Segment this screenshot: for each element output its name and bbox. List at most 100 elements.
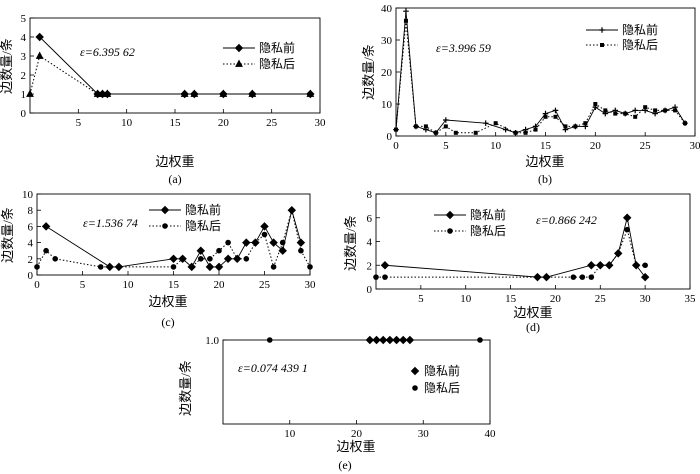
panel-c: ε=1.536 74 边权重 边数量/条 (c) 隐私前 隐私后 0 5 10 15 2… bbox=[0, 189, 316, 329]
panel-c-series-0-point bbox=[169, 254, 178, 264]
panel-d-xtick-label: 20 bbox=[550, 293, 562, 305]
panel-a-ytick-label: 2 bbox=[21, 70, 27, 82]
panel-a-series-1-point bbox=[248, 89, 257, 97]
panel-e-ytick-label: 1.0 bbox=[205, 335, 219, 347]
panel-a-ytick-label: 0 bbox=[21, 108, 27, 120]
panel-b-ytick-label: 10 bbox=[381, 99, 393, 111]
panel-b-legend-label-0: 隐私前 bbox=[622, 22, 658, 37]
panel-d-series-1-point bbox=[579, 274, 586, 280]
panel-e-xtick-label: 30 bbox=[418, 428, 430, 440]
panel-b-legend-marker-1 bbox=[600, 43, 604, 47]
panel-c-series-1-point bbox=[270, 264, 277, 270]
panel-c-series-1-point bbox=[43, 247, 49, 254]
panel-a-ytick-label: 3 bbox=[21, 51, 27, 63]
panel-c-xlabel: 边权重 bbox=[148, 294, 187, 309]
panel-d-series-0-point bbox=[380, 261, 390, 270]
panel-d-series-1-point bbox=[534, 274, 541, 280]
panel-d-series-1-point bbox=[570, 274, 577, 280]
panel-e-series-0-point bbox=[378, 335, 388, 345]
panel-d-series-1-point bbox=[642, 262, 648, 269]
panel-c-xtick-label: 30 bbox=[305, 279, 317, 291]
panel-a-xtick-label: 15 bbox=[170, 117, 182, 129]
panel-a-series-1-point bbox=[180, 89, 189, 97]
panel-d-caption: (d) bbox=[526, 320, 540, 334]
panel-b-series-1-point bbox=[593, 102, 598, 106]
panel-d-ylabel: 边数量/条 bbox=[343, 215, 358, 271]
panel-e: ε=0.074 439 1 边权重 边数量/条 (e) 隐私前 隐私后 10 20… bbox=[178, 335, 496, 472]
panel-b-series-1-point bbox=[643, 105, 648, 110]
panel-d-series-0-point bbox=[587, 261, 596, 270]
panel-a-xtick-label: 5 bbox=[76, 117, 82, 129]
panel-a-caption: (a) bbox=[168, 172, 181, 186]
panel-b-legend-label-1: 隐私后 bbox=[622, 38, 658, 52]
panel-c-xtick-label: 20 bbox=[214, 279, 226, 291]
panel-b-series-1-point bbox=[533, 127, 538, 132]
panel-b-xtick-label: 10 bbox=[490, 140, 502, 152]
panel-d-ytick-label: 4 bbox=[367, 237, 373, 249]
panel-b-series-1-point bbox=[583, 121, 588, 126]
panel-b-series-1-point bbox=[513, 130, 518, 135]
panel-b-xlabel: 边权重 bbox=[525, 154, 564, 169]
panel-c-epsilon: ε=1.536 74 bbox=[83, 216, 138, 230]
panel-a-legend-label-1: 隐私后 bbox=[259, 57, 295, 71]
panel-e-series-0-point bbox=[399, 335, 408, 345]
panel-b-series-1-point bbox=[423, 124, 428, 129]
panel-b-series-0-point bbox=[632, 107, 638, 114]
panel-d-ytick-label: 2 bbox=[367, 260, 373, 272]
panel-c-series-1-point bbox=[279, 239, 286, 246]
panel-c-series-1-point bbox=[34, 264, 40, 270]
panel-c-series-1-point bbox=[225, 239, 231, 246]
panel-b-series-1-point bbox=[623, 111, 628, 116]
panel-d-legend-label-0: 隐私前 bbox=[470, 207, 506, 222]
panel-a-series-1-point bbox=[93, 89, 102, 97]
panel-d-xtick-label: 35 bbox=[685, 293, 697, 305]
panel-e-xtick-label: 20 bbox=[351, 428, 363, 440]
panel-a-epsilon: ε=6.395 62 bbox=[80, 45, 135, 59]
panel-c-ytick-label: 2 bbox=[28, 254, 34, 266]
panel-d-xtick-label: 25 bbox=[595, 293, 607, 305]
panel-d-series-1-point bbox=[624, 226, 630, 233]
panel-c-legend-marker-0 bbox=[160, 205, 170, 215]
panel-a-legend-marker-0 bbox=[234, 43, 244, 53]
panel-c-xtick-label: 15 bbox=[168, 279, 180, 291]
panel-b-xtick-label: 15 bbox=[540, 140, 552, 152]
panel-a-xtick-label: 25 bbox=[266, 117, 278, 129]
panel-b-ytick-label: 30 bbox=[381, 35, 393, 47]
panel-a-series-1-point bbox=[98, 89, 107, 97]
panel-e-series-1-point bbox=[266, 337, 273, 343]
panel-a-series-1-point bbox=[103, 89, 112, 97]
panel-c-series-1-point bbox=[216, 247, 222, 254]
panel-b-series-1-point bbox=[613, 111, 618, 116]
panel-c-ytick-label: 0 bbox=[28, 270, 34, 282]
panel-c-ytick-label: 8 bbox=[28, 205, 34, 217]
panel-a-xtick-label: 20 bbox=[218, 117, 230, 129]
panel-d-ytick-label: 6 bbox=[367, 213, 373, 225]
panel-c-xtick-label: 5 bbox=[80, 279, 86, 291]
panel-b-caption: (b) bbox=[538, 172, 552, 186]
panel-b-series-0-point bbox=[552, 107, 559, 114]
panel-c-series-1-point bbox=[170, 264, 177, 270]
panel-b-series-1-point bbox=[633, 114, 638, 119]
panel-d-series-1-point bbox=[633, 262, 639, 269]
panel-b-series-1-point bbox=[453, 130, 458, 135]
panel-c-xtick-label: 25 bbox=[259, 279, 271, 291]
panel-b-series-1-point bbox=[543, 114, 548, 119]
panel-b-series-0-point bbox=[403, 8, 409, 14]
panel-c-series-0-point bbox=[196, 246, 206, 255]
panel-d-xtick-label: 15 bbox=[505, 293, 517, 305]
panel-d-legend-marker-0 bbox=[445, 210, 455, 220]
panel-d: ε=0.866 242 边权重 边数量/条 (d) 隐私前 隐私后 5 10 15 2… bbox=[343, 189, 696, 334]
panel-b-ytick-label: 20 bbox=[381, 67, 393, 79]
panel-e-legend-marker-1 bbox=[412, 385, 418, 391]
panel-b-series-1-point bbox=[553, 114, 558, 119]
panel-b-ytick-label: 40 bbox=[381, 3, 393, 15]
panel-a-series-1-point bbox=[306, 89, 315, 97]
panel-d-xtick-label: 10 bbox=[460, 293, 472, 305]
panel-a-series-1-point bbox=[35, 51, 44, 59]
panel-e-xlabel: 边权重 bbox=[336, 439, 375, 454]
panel-d-xtick-label: 5 bbox=[418, 293, 424, 305]
panel-c-series-0-point bbox=[41, 222, 51, 231]
panel-b-series-1-point bbox=[493, 121, 498, 126]
